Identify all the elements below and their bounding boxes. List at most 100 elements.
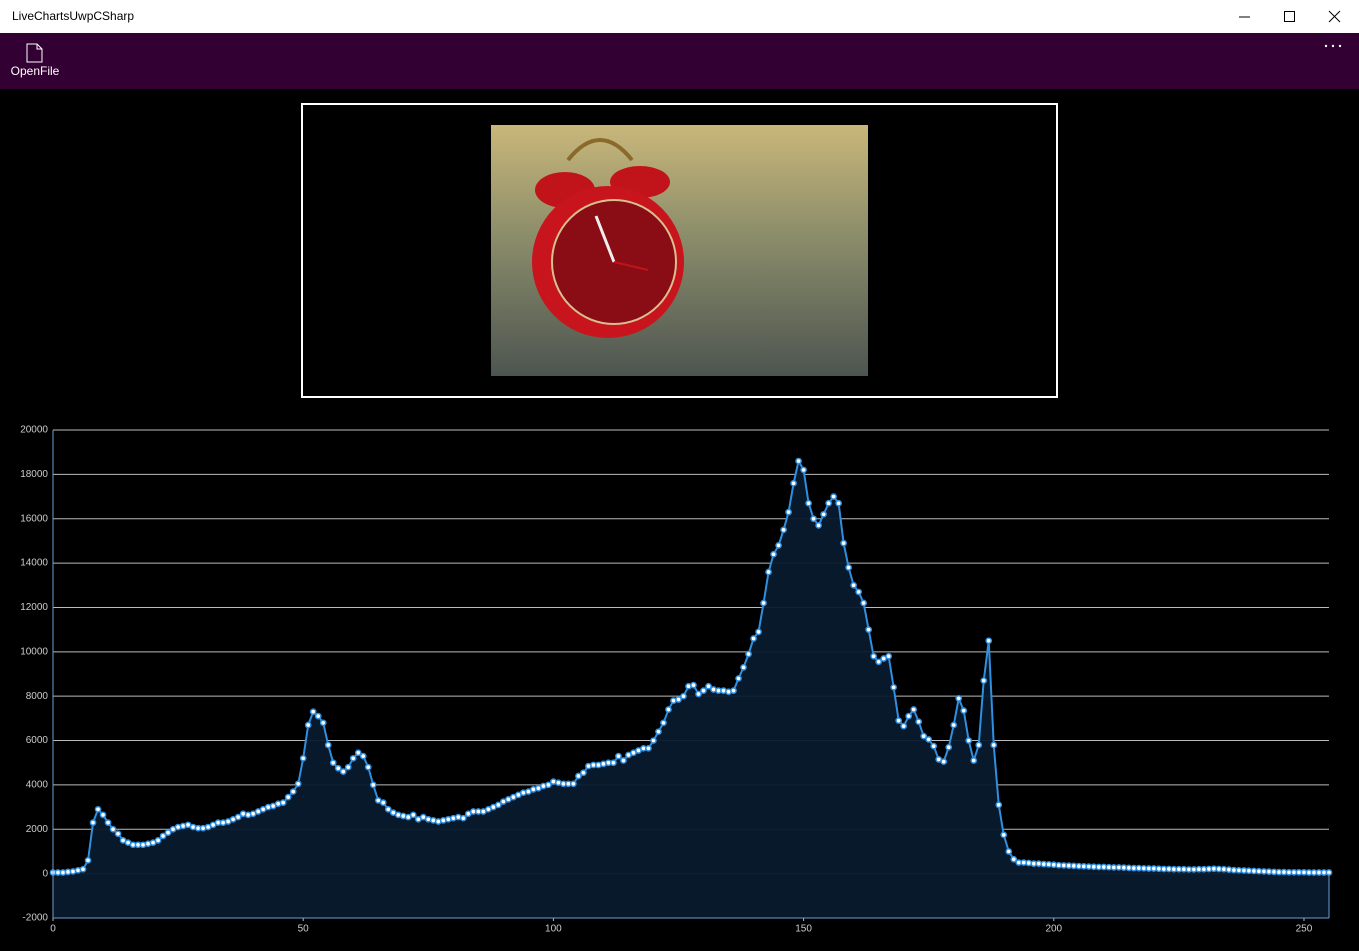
point <box>990 741 998 749</box>
point <box>304 721 312 729</box>
point <box>995 801 1003 809</box>
x-tick-label: 0 <box>50 924 56 935</box>
point <box>354 749 362 757</box>
x-tick-label: 150 <box>795 924 812 935</box>
point <box>855 588 862 596</box>
point <box>610 759 617 767</box>
point <box>294 780 302 788</box>
y-tick-label: 10000 <box>20 646 48 657</box>
point <box>800 466 807 474</box>
file-icon <box>26 43 43 63</box>
point <box>735 675 742 682</box>
open-file-button[interactable]: OpenFile <box>11 43 60 78</box>
point <box>329 759 337 767</box>
point <box>840 539 847 547</box>
point <box>1000 831 1008 839</box>
point <box>114 830 122 838</box>
point <box>705 682 712 690</box>
point <box>895 717 903 724</box>
photo <box>491 125 868 376</box>
point <box>835 499 842 507</box>
y-tick-label: 4000 <box>26 780 49 791</box>
point <box>319 719 327 727</box>
y-tick-label: 2000 <box>26 824 49 835</box>
x-tick-label: 100 <box>545 924 562 935</box>
point <box>815 522 822 529</box>
point <box>870 652 877 660</box>
point <box>975 741 983 749</box>
point <box>379 799 387 807</box>
point <box>980 677 988 685</box>
point <box>665 706 672 713</box>
point <box>820 510 827 518</box>
point <box>384 805 392 813</box>
x-tick-label: 50 <box>298 924 310 935</box>
point <box>785 508 792 516</box>
point <box>795 457 802 465</box>
y-tick-label: 6000 <box>26 735 49 746</box>
point <box>570 780 577 788</box>
point <box>279 799 287 807</box>
y-tick-label: 0 <box>42 868 48 879</box>
point <box>334 764 342 772</box>
title-bar <box>0 0 1359 33</box>
maximize-button[interactable] <box>1284 11 1295 22</box>
point <box>459 814 467 822</box>
point <box>695 690 702 698</box>
point <box>690 681 697 689</box>
point <box>925 736 933 743</box>
point <box>89 819 97 826</box>
y-tick-label: -2000 <box>22 913 48 924</box>
point <box>940 758 948 765</box>
point <box>680 692 687 700</box>
window-title: LiveChartsUwpCSharp <box>12 9 134 23</box>
point <box>920 732 928 740</box>
command-bar <box>0 33 1359 89</box>
point <box>770 550 777 558</box>
point <box>775 541 782 549</box>
point <box>905 712 913 720</box>
point <box>750 635 757 642</box>
point <box>740 663 747 671</box>
point <box>960 707 968 714</box>
point <box>299 754 307 762</box>
point <box>284 793 292 801</box>
point <box>364 763 372 771</box>
more-button[interactable] <box>1324 44 1342 48</box>
point <box>810 515 817 523</box>
point <box>314 712 322 720</box>
x-tick-label: 200 <box>1045 924 1062 935</box>
button-label[interactable]: OpenFile <box>11 64 60 78</box>
point <box>930 742 938 750</box>
area <box>53 461 1329 918</box>
point <box>755 628 762 636</box>
close-button[interactable] <box>1328 10 1341 23</box>
point <box>645 744 652 752</box>
point <box>79 865 87 873</box>
point <box>955 695 963 702</box>
y-tick-label: 8000 <box>26 691 49 702</box>
point <box>865 626 872 633</box>
point <box>875 658 882 666</box>
point <box>84 856 92 864</box>
point <box>164 829 172 836</box>
point <box>324 741 332 749</box>
point <box>575 772 582 780</box>
point <box>94 805 102 813</box>
point <box>900 722 908 730</box>
point <box>965 737 973 744</box>
point <box>309 708 317 716</box>
point <box>620 757 627 764</box>
point <box>349 754 357 762</box>
point <box>805 499 812 507</box>
point <box>730 687 737 694</box>
point <box>850 581 857 589</box>
point <box>344 763 352 771</box>
point <box>580 769 587 777</box>
point <box>950 721 958 729</box>
point <box>945 743 953 751</box>
point <box>655 728 662 736</box>
point <box>545 781 552 789</box>
point <box>159 832 167 840</box>
point <box>1005 848 1013 855</box>
